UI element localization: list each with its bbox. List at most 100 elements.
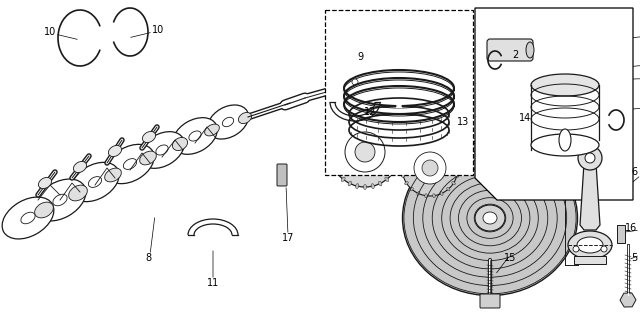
Ellipse shape — [172, 137, 188, 151]
Text: 11: 11 — [207, 278, 219, 288]
Ellipse shape — [440, 141, 443, 145]
Ellipse shape — [455, 159, 459, 161]
Circle shape — [352, 79, 358, 85]
Ellipse shape — [425, 194, 428, 198]
Ellipse shape — [364, 115, 367, 120]
Ellipse shape — [447, 145, 450, 149]
Ellipse shape — [371, 115, 374, 120]
FancyBboxPatch shape — [617, 225, 625, 243]
Ellipse shape — [456, 167, 460, 169]
Ellipse shape — [401, 174, 405, 177]
Ellipse shape — [410, 145, 413, 149]
Ellipse shape — [335, 172, 340, 176]
Ellipse shape — [404, 182, 408, 185]
Ellipse shape — [222, 117, 234, 127]
Text: 12: 12 — [364, 107, 376, 117]
FancyBboxPatch shape — [574, 256, 606, 264]
Ellipse shape — [34, 179, 86, 221]
Ellipse shape — [404, 151, 408, 154]
Ellipse shape — [108, 145, 122, 157]
Ellipse shape — [403, 140, 577, 295]
Ellipse shape — [568, 231, 612, 259]
Ellipse shape — [394, 166, 399, 169]
Circle shape — [414, 152, 446, 184]
Ellipse shape — [397, 143, 401, 146]
Text: 2: 2 — [512, 50, 518, 60]
Text: 9: 9 — [357, 52, 363, 62]
Ellipse shape — [348, 181, 351, 186]
Ellipse shape — [124, 159, 136, 169]
Ellipse shape — [331, 166, 336, 169]
Ellipse shape — [483, 212, 497, 224]
Ellipse shape — [71, 162, 119, 202]
Ellipse shape — [364, 184, 367, 189]
Ellipse shape — [425, 138, 428, 142]
Text: 15: 15 — [504, 253, 516, 263]
Text: 10: 10 — [44, 27, 56, 37]
Ellipse shape — [410, 188, 413, 191]
Ellipse shape — [143, 131, 156, 143]
Ellipse shape — [394, 135, 399, 138]
Ellipse shape — [371, 184, 374, 189]
Ellipse shape — [531, 134, 599, 156]
Ellipse shape — [526, 42, 534, 58]
Ellipse shape — [341, 177, 345, 182]
Ellipse shape — [390, 128, 394, 132]
FancyBboxPatch shape — [277, 164, 287, 186]
Ellipse shape — [397, 151, 403, 153]
Ellipse shape — [331, 135, 336, 138]
Ellipse shape — [335, 128, 340, 132]
Ellipse shape — [356, 115, 359, 120]
Ellipse shape — [156, 145, 168, 155]
Ellipse shape — [205, 124, 220, 136]
Ellipse shape — [447, 188, 450, 191]
Ellipse shape — [207, 105, 248, 139]
Ellipse shape — [385, 122, 388, 127]
Text: 8: 8 — [145, 253, 151, 263]
Circle shape — [402, 140, 458, 196]
Ellipse shape — [475, 205, 505, 231]
Ellipse shape — [390, 172, 394, 176]
Text: 17: 17 — [282, 233, 294, 243]
Ellipse shape — [341, 122, 345, 127]
Ellipse shape — [35, 202, 53, 218]
Ellipse shape — [397, 158, 401, 161]
Ellipse shape — [328, 151, 333, 153]
Ellipse shape — [433, 194, 435, 198]
Ellipse shape — [106, 145, 154, 184]
Ellipse shape — [559, 129, 571, 151]
Ellipse shape — [401, 159, 405, 161]
Ellipse shape — [440, 192, 443, 195]
Ellipse shape — [88, 177, 102, 187]
Polygon shape — [475, 8, 633, 200]
Ellipse shape — [53, 194, 67, 206]
Circle shape — [601, 246, 607, 252]
Ellipse shape — [173, 118, 217, 154]
Ellipse shape — [577, 237, 603, 253]
Ellipse shape — [417, 192, 420, 195]
Text: 16: 16 — [625, 223, 637, 233]
Ellipse shape — [585, 153, 595, 163]
Ellipse shape — [21, 212, 35, 224]
Ellipse shape — [74, 161, 86, 173]
Text: 6: 6 — [632, 167, 638, 177]
Ellipse shape — [140, 151, 156, 165]
Circle shape — [355, 142, 375, 162]
Circle shape — [330, 117, 400, 187]
Ellipse shape — [433, 138, 435, 142]
Ellipse shape — [328, 158, 333, 161]
Ellipse shape — [38, 177, 52, 189]
Ellipse shape — [452, 151, 456, 154]
Ellipse shape — [348, 118, 351, 123]
Ellipse shape — [105, 168, 122, 182]
Ellipse shape — [2, 197, 54, 239]
Ellipse shape — [385, 177, 388, 182]
Ellipse shape — [378, 181, 382, 186]
Ellipse shape — [239, 112, 252, 123]
Text: 10: 10 — [152, 25, 164, 35]
FancyBboxPatch shape — [480, 294, 500, 308]
Circle shape — [573, 246, 579, 252]
Ellipse shape — [356, 184, 359, 189]
Ellipse shape — [452, 182, 456, 185]
Text: 13: 13 — [457, 117, 469, 127]
